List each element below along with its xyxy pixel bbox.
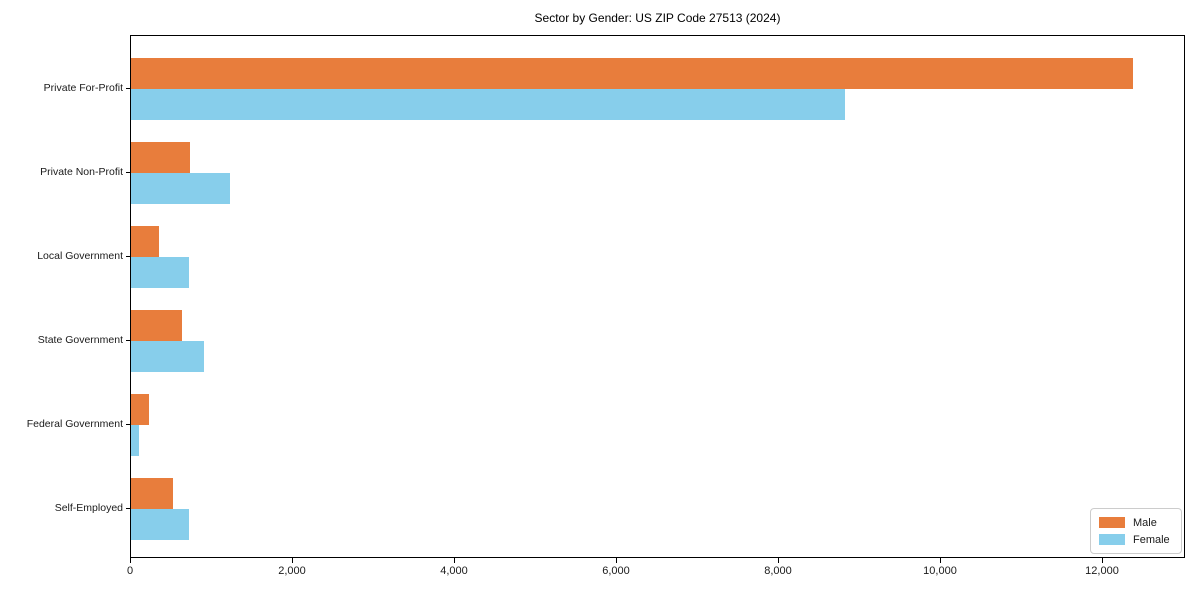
chart-title: Sector by Gender: US ZIP Code 27513 (202… bbox=[534, 11, 781, 25]
xtick-label: 10,000 bbox=[923, 565, 957, 577]
bar-female-self-employed bbox=[131, 509, 189, 540]
ytick-label: Local Government bbox=[37, 250, 123, 262]
ytick-mark bbox=[126, 172, 130, 173]
xtick-mark bbox=[778, 558, 779, 563]
bar-male-state-government bbox=[131, 310, 182, 341]
xtick-mark bbox=[616, 558, 617, 563]
plot-area bbox=[130, 35, 1185, 558]
bar-female-federal-government bbox=[131, 425, 139, 456]
ytick-label: Federal Government bbox=[26, 418, 123, 430]
xtick-mark bbox=[1102, 558, 1103, 563]
ytick-mark bbox=[126, 256, 130, 257]
legend-label-female: Female bbox=[1133, 533, 1170, 546]
bar-male-federal-government bbox=[131, 394, 149, 425]
legend: Male Female bbox=[1090, 508, 1182, 554]
bar-male-local-government bbox=[131, 226, 159, 257]
bar-female-private-for-profit bbox=[131, 89, 845, 120]
xtick-mark bbox=[454, 558, 455, 563]
xtick-label: 0 bbox=[126, 565, 134, 577]
legend-item-female: Female bbox=[1099, 534, 1181, 546]
bar-female-local-government bbox=[131, 257, 189, 288]
ytick-mark bbox=[126, 508, 130, 509]
xtick-mark bbox=[940, 558, 941, 563]
xtick-label: 6,000 bbox=[602, 565, 630, 577]
xtick-label: 8,000 bbox=[764, 565, 792, 577]
xtick-label: 4,000 bbox=[440, 565, 468, 577]
ytick-label: State Government bbox=[37, 334, 123, 346]
legend-item-male: Male bbox=[1099, 517, 1181, 529]
ytick-mark bbox=[126, 424, 130, 425]
xtick-mark bbox=[292, 558, 293, 563]
bar-male-private-for-profit bbox=[131, 58, 1133, 89]
ytick-mark bbox=[126, 88, 130, 89]
ytick-mark bbox=[126, 340, 130, 341]
bar-female-state-government bbox=[131, 341, 204, 372]
ytick-label: Private For-Profit bbox=[43, 82, 123, 94]
legend-swatch-female bbox=[1099, 534, 1125, 545]
ytick-label: Private Non-Profit bbox=[40, 166, 123, 178]
xtick-label: 12,000 bbox=[1085, 565, 1119, 577]
legend-swatch-male bbox=[1099, 517, 1125, 528]
legend-label-male: Male bbox=[1133, 516, 1157, 529]
xtick-mark bbox=[130, 558, 131, 563]
xtick-label: 2,000 bbox=[278, 565, 306, 577]
bar-female-private-non-profit bbox=[131, 173, 230, 204]
bar-male-private-non-profit bbox=[131, 142, 190, 173]
ytick-label: Self-Employed bbox=[54, 502, 123, 514]
bar-male-self-employed bbox=[131, 478, 173, 509]
